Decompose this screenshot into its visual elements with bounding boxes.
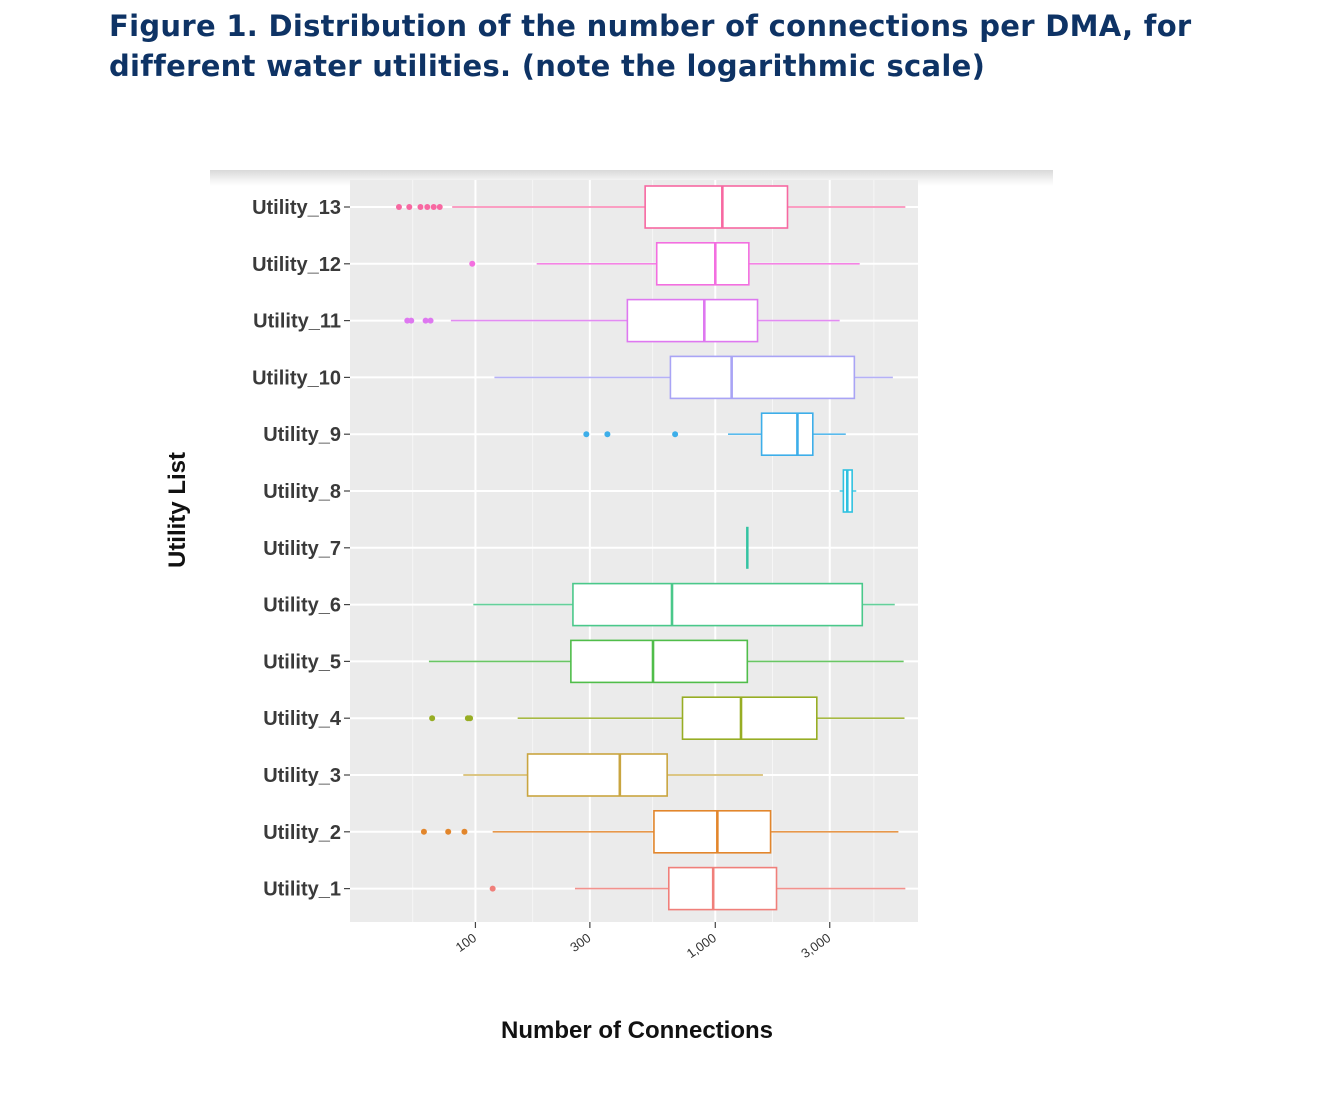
outlier-point [395, 204, 402, 210]
outlier-point [461, 828, 468, 835]
outlier-point [672, 431, 679, 438]
iqr-box [644, 185, 789, 229]
boxes [395, 185, 906, 911]
y-tick-label: Utility_12 [252, 254, 341, 276]
box-utility-13 [395, 185, 906, 229]
iqr-box [681, 696, 818, 741]
x-tick-label: 1,000 [684, 930, 719, 961]
box-utility-10 [494, 355, 893, 400]
y-tick-label: Utility_2 [263, 822, 341, 844]
x-tick-label: 100 [453, 930, 479, 955]
outlier-point [424, 204, 431, 210]
iqr-box [572, 582, 864, 627]
box-utility-4 [429, 696, 905, 741]
x-tick-label: 300 [567, 930, 593, 955]
plot-panel [350, 180, 918, 922]
outlier-point [583, 431, 590, 438]
y-tick-label: Utility_13 [252, 197, 341, 219]
outlier-point [436, 204, 443, 210]
outlier-point [445, 828, 452, 835]
box-utility-3 [463, 753, 763, 797]
y-tick-label: Utility_1 [263, 879, 341, 901]
iqr-box [655, 242, 750, 286]
outlier-point [406, 204, 413, 210]
box-utility-8 [839, 469, 857, 513]
y-tick-label: Utility_8 [263, 481, 341, 503]
x-axis-title: Number of Connections [501, 1017, 773, 1044]
iqr-box [570, 639, 749, 684]
y-tick-label: Utility_3 [263, 765, 341, 787]
box-utility-6 [473, 582, 895, 627]
box-utility-11 [404, 298, 840, 343]
y-tick-label: Utility_6 [263, 595, 341, 617]
outlier-point [469, 260, 476, 267]
iqr-box [526, 753, 668, 797]
outlier-point [408, 317, 415, 324]
y-tick-label: Utility_7 [263, 538, 341, 560]
iqr-box [626, 298, 759, 343]
y-tick-label: Utility_11 [253, 311, 341, 333]
iqr-box [669, 355, 856, 400]
figure-title: Figure 1. Distribution of the number of … [109, 9, 1192, 83]
y-axis-title: Utility List [164, 452, 191, 568]
box-utility-12 [469, 242, 860, 286]
y-tick-label: Utility_9 [263, 424, 341, 446]
box-utility-5 [428, 639, 904, 684]
iqr-box [760, 412, 814, 457]
outlier-point [422, 317, 429, 324]
box-utility-1 [489, 866, 906, 911]
outlier-point [417, 204, 424, 210]
box-utility-2 [420, 809, 899, 854]
outlier-point [420, 828, 427, 835]
outlier-point [429, 715, 436, 722]
outlier-point [467, 715, 474, 722]
y-tick-label: Utility_4 [263, 708, 342, 730]
iqr-box [653, 809, 772, 854]
outlier-point [604, 431, 611, 438]
y-tick-label: Utility_5 [263, 651, 341, 673]
outlier-point [430, 204, 437, 210]
iqr-box [667, 866, 778, 911]
outlier-point [489, 885, 496, 892]
x-tick-label: 3,000 [798, 930, 833, 961]
outlier-point [427, 317, 434, 324]
y-tick-label: Utility_10 [252, 367, 341, 389]
x-axis: 100 300 1,000 3,000 [453, 922, 833, 961]
y-axis: Utility_13 Utility_12 Utility_11 Utility_10… [252, 197, 350, 901]
box-utility-9 [583, 412, 846, 457]
